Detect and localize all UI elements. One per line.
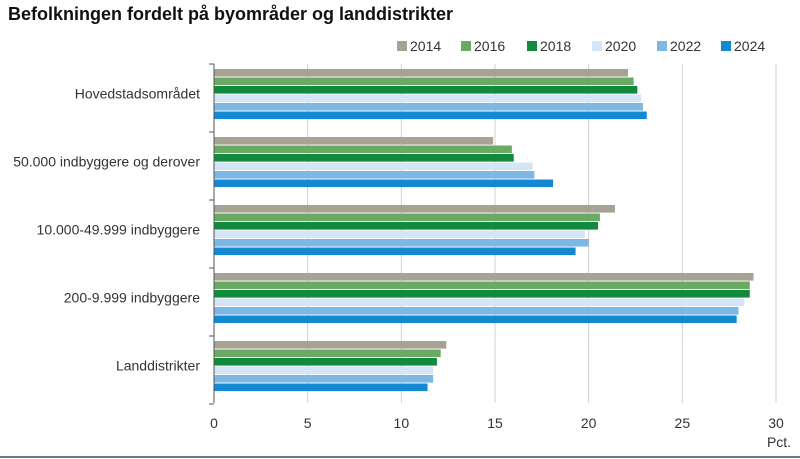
bar <box>214 111 647 120</box>
bottom-divider <box>0 456 800 458</box>
legend-label: 2022 <box>670 38 701 54</box>
bar <box>214 145 512 154</box>
x-tick-label: 30 <box>768 415 784 431</box>
bar <box>214 94 642 103</box>
bar <box>214 366 434 375</box>
x-tick-label: 15 <box>487 415 503 431</box>
legend-swatch <box>527 41 537 51</box>
x-tick-label: 25 <box>675 415 691 431</box>
bar <box>214 315 737 324</box>
bar <box>214 230 585 239</box>
bar <box>214 383 428 392</box>
bar <box>214 103 643 111</box>
bar <box>214 162 533 171</box>
bar <box>214 290 750 298</box>
bar <box>214 349 441 358</box>
x-tick-label: 10 <box>394 415 410 431</box>
bar <box>214 86 638 94</box>
bar <box>214 247 576 256</box>
chart-title: Befolkningen fordelt på byområder og lan… <box>8 4 454 24</box>
bar <box>214 307 739 315</box>
legend-swatch <box>397 41 407 51</box>
legend-label: 2016 <box>474 38 505 54</box>
bar <box>214 358 437 366</box>
bar <box>214 222 599 230</box>
bar <box>214 77 634 86</box>
bar <box>214 179 554 188</box>
legend-label: 2024 <box>734 38 765 54</box>
category-label: Landdistrikter <box>116 358 200 374</box>
category-label: 10.000-49.999 indbyggere <box>37 222 201 238</box>
category-label: Hovedstadsområdet <box>75 86 200 102</box>
bar <box>214 205 615 213</box>
legend-swatch <box>721 41 731 51</box>
category-label: 200-9.999 indbyggere <box>64 290 200 306</box>
x-tick-label: 5 <box>304 415 312 431</box>
x-tick-label: 20 <box>581 415 597 431</box>
legend-label: 2018 <box>540 38 571 54</box>
bar <box>214 281 750 290</box>
bar <box>214 273 754 281</box>
legend-swatch <box>657 41 667 51</box>
x-axis-label: Pct. <box>767 434 791 450</box>
bar <box>214 239 589 247</box>
bar <box>214 213 600 222</box>
bar <box>214 341 447 349</box>
bar <box>214 69 629 77</box>
bar <box>214 137 494 145</box>
category-label: 50.000 indbyggere og derover <box>13 154 200 170</box>
legend-label: 2014 <box>410 38 441 54</box>
bar <box>214 298 745 307</box>
x-tick-label: 0 <box>210 415 218 431</box>
bar <box>214 375 434 383</box>
bar <box>214 171 535 179</box>
legend-swatch <box>592 41 602 51</box>
bar <box>214 154 514 162</box>
legend-swatch <box>461 41 471 51</box>
legend-label: 2020 <box>605 38 636 54</box>
